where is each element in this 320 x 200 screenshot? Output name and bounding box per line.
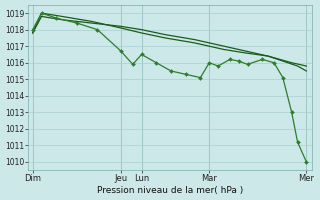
X-axis label: Pression niveau de la mer( hPa ): Pression niveau de la mer( hPa ) (97, 186, 244, 195)
